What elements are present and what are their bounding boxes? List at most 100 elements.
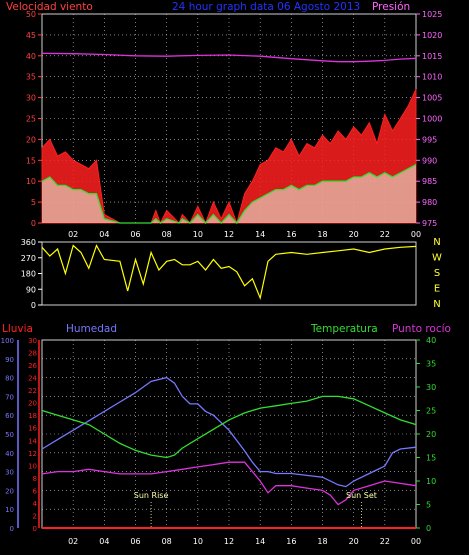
wind-direction-plot-area <box>41 241 417 306</box>
humidity-line <box>41 376 417 488</box>
temperature-tick-label: 15 <box>426 454 436 463</box>
pressure-tick-label: 985 <box>422 177 437 186</box>
pressure-tick-label: 1015 <box>422 52 442 61</box>
wind-speed-tick-label: 35 <box>26 73 36 82</box>
rain-tick-label: 20 <box>28 400 37 408</box>
wind-direction-ticks: 0 90 180 270 360 <box>21 238 42 310</box>
rain-tick-label: 8 <box>33 475 37 483</box>
humidity-tick-label: 30 <box>5 469 14 477</box>
pressure-tick-label: 975 <box>422 219 437 228</box>
temperature-tick-label: 25 <box>426 407 436 416</box>
direction-tick-label: 270 <box>21 254 36 263</box>
temp-grid <box>42 340 416 528</box>
wind-speed-tick-label: 45 <box>26 31 36 40</box>
pressure-tick-label: 1020 <box>422 31 442 40</box>
dewpoint-legend: Punto rocío <box>392 323 451 335</box>
rain-tick-label: 10 <box>28 462 37 470</box>
wind-direction-line <box>41 244 417 301</box>
humidity-tick-label: 80 <box>5 375 14 383</box>
top-time-ticks: 02 04 06 08 10 12 14 16 18 20 22 00 <box>68 230 421 239</box>
sun-annotation-label: Sun Rise <box>134 491 169 500</box>
wind-series-group <box>41 52 417 225</box>
humidity-tick-label: 20 <box>5 487 14 495</box>
temp-series-group <box>41 376 417 529</box>
wind-speed-tick-label: 50 <box>26 10 36 19</box>
rain-tick-label: 2 <box>33 512 37 520</box>
rain-legend: Lluvia <box>2 323 33 335</box>
pressure-tick-label: 1000 <box>422 115 442 124</box>
wind-speed-tick-label: 0 <box>31 219 36 228</box>
pressure-axis-title: Presión <box>372 1 410 13</box>
wind-speed-tick-label: 10 <box>26 177 36 186</box>
cardinal-label: N <box>433 237 440 248</box>
cardinal-label: E <box>434 284 440 295</box>
wind-speed-tick-label: 40 <box>26 52 36 61</box>
wind-speed-axis-title: Velocidad viento <box>6 1 93 13</box>
temperature-legend: Temperatura <box>310 323 378 335</box>
pressure-line <box>41 52 417 63</box>
time-tick-label: 14 <box>255 230 265 239</box>
pressure-tick-label: 990 <box>422 156 437 165</box>
cardinal-label: N <box>433 299 440 310</box>
time-tick-label: 00 <box>411 230 421 239</box>
time-tick-label: 14 <box>255 537 265 546</box>
rain-tick-label: 28 <box>28 350 37 358</box>
time-tick-label: 08 <box>162 230 172 239</box>
humidity-tick-label: 70 <box>5 393 14 401</box>
wind-speed-tick-label: 25 <box>26 115 36 124</box>
time-tick-label: 20 <box>349 537 359 546</box>
direction-tick-label: 180 <box>21 270 36 279</box>
time-tick-label: 16 <box>286 537 296 546</box>
time-tick-label: 00 <box>411 537 421 546</box>
rain-tick-label: 24 <box>28 375 37 383</box>
wind-speed-ticks: 0 5 10 15 20 25 30 35 40 45 50 <box>26 10 42 228</box>
wind-direction-series <box>41 244 417 301</box>
temperature-tick-label: 20 <box>426 430 436 439</box>
rain-tick-label: 26 <box>28 362 37 370</box>
pressure-tick-label: 995 <box>422 135 437 144</box>
humidity-tick-label: 50 <box>5 431 14 439</box>
rain-tick-label: 18 <box>28 412 37 420</box>
rain-tick-label: 30 <box>28 337 37 345</box>
pressure-tick-label: 980 <box>422 198 437 207</box>
time-tick-label: 02 <box>68 537 78 546</box>
time-tick-label: 02 <box>68 230 78 239</box>
pressure-ticks: 975 980 985 990 995 1000 1005 1010 1015 1020 1025 <box>416 10 442 228</box>
wind-speed-tick-label: 15 <box>26 156 36 165</box>
sun-annotation-label: Sun Set <box>346 491 377 500</box>
time-tick-label: 18 <box>317 537 327 546</box>
pressure-tick-label: 1005 <box>422 94 442 103</box>
bottom-time-ticks: 02 04 06 08 10 12 14 16 18 20 22 00 <box>68 537 421 546</box>
wind-line <box>41 163 417 225</box>
time-tick-label: 12 <box>224 537 234 546</box>
rain-tick-label: 12 <box>28 450 37 458</box>
direction-tick-label: 0 <box>31 301 36 310</box>
direction-tick-label: 90 <box>26 285 36 294</box>
graph-title: 24 hour graph data 06 Agosto 2013 <box>172 1 360 13</box>
time-tick-label: 10 <box>193 537 203 546</box>
rain-tick-label: 14 <box>28 437 37 445</box>
rain-tick-label: 4 <box>33 500 38 508</box>
time-tick-label: 16 <box>286 230 296 239</box>
humidity-legend: Humedad <box>66 323 117 335</box>
cardinal-label: S <box>434 268 440 279</box>
wind-area <box>42 164 416 223</box>
temperature-tick-label: 40 <box>426 336 436 345</box>
humidity-tick-label: 10 <box>5 506 14 514</box>
pressure-tick-label: 1025 <box>422 10 442 19</box>
humidity-tick-label: 100 <box>1 337 14 345</box>
humidity-tick-label: 60 <box>5 412 14 420</box>
wind-speed-tick-label: 30 <box>26 94 36 103</box>
humidity-tick-label: 90 <box>5 356 14 364</box>
time-tick-label: 10 <box>193 230 203 239</box>
temp-axes-ticks: 0102030405060708090100024681012141618202… <box>1 336 437 533</box>
time-tick-label: 12 <box>224 230 234 239</box>
rain-tick-label: 16 <box>28 425 37 433</box>
dewpoint-line <box>41 461 417 506</box>
pressure-tick-label: 1010 <box>422 73 442 82</box>
temperature-line <box>41 395 417 459</box>
humidity-tick-label: 40 <box>5 450 14 458</box>
time-tick-label: 04 <box>99 537 109 546</box>
